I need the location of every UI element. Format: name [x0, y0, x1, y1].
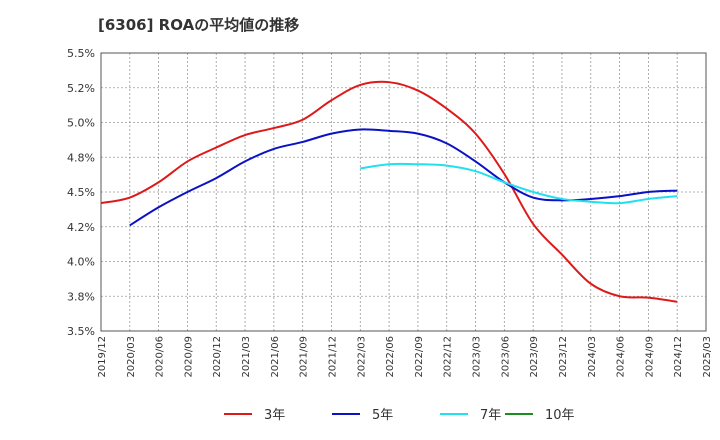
y-tick-label: 4.0% — [67, 256, 95, 269]
x-tick-label: 2020/09 — [183, 336, 194, 378]
x-tick-label: 2024/12 — [673, 336, 684, 378]
x-tick-label: 2023/03 — [472, 336, 483, 378]
x-tick-label: 2025/03 — [702, 336, 713, 378]
x-tick-label: 2021/06 — [270, 336, 281, 378]
x-tick-label: 2022/09 — [414, 336, 425, 378]
x-tick-label: 2019/12 — [97, 336, 108, 378]
x-tick-label: 2022/06 — [385, 336, 396, 378]
y-tick-label: 5.2% — [67, 82, 95, 95]
x-tick-label: 2021/12 — [327, 336, 338, 378]
y-axis: 5.5% 5.2% 5.0% 4.8% 4.5% 4.2% 4.0% 3.8% 3.5% — [67, 47, 95, 338]
series-lines — [100, 80, 678, 303]
legend-label: 3年 — [264, 408, 285, 423]
x-tick-label: 2021/09 — [299, 336, 310, 378]
x-tick-label: 2023/06 — [500, 336, 511, 378]
y-tick-label: 4.5% — [67, 186, 95, 199]
x-tick-label: 2024/03 — [587, 336, 598, 378]
y-tick-label: 4.2% — [67, 221, 95, 234]
x-tick-label: 2024/06 — [616, 336, 627, 378]
series-line-3 — [360, 162, 678, 205]
grid — [101, 53, 706, 331]
x-tick-label: 2023/12 — [558, 336, 569, 378]
legend-label: 5年 — [372, 408, 393, 423]
x-tick-label: 2020/12 — [212, 336, 223, 378]
y-tick-label: 4.8% — [67, 151, 95, 164]
y-tick-label: 3.5% — [67, 325, 95, 338]
y-tick-label: 3.8% — [67, 290, 95, 303]
legend-label: 10年 — [545, 408, 575, 423]
x-axis: 2019/12 2020/03 2020/06 2020/09 2020/12 2021/… — [97, 336, 713, 378]
x-tick-label: 2020/03 — [126, 336, 137, 378]
x-tick-label: 2022/03 — [356, 336, 367, 378]
chart-title: [6306] ROAの平均値の推移 — [98, 16, 300, 34]
plot-border — [100, 52, 707, 332]
legend-label: 7年 — [480, 408, 501, 423]
legend: 3年 5年 7年 10年 — [224, 408, 575, 423]
series-line-1 — [100, 80, 678, 303]
x-tick-label: 2024/09 — [644, 336, 655, 378]
x-tick-label: 2021/03 — [241, 336, 252, 378]
x-tick-label: 2022/12 — [443, 336, 454, 378]
x-tick-label: 2023/09 — [529, 336, 540, 378]
y-tick-label: 5.5% — [67, 47, 95, 60]
series-line-2 — [129, 128, 678, 227]
x-tick-label: 2020/06 — [155, 336, 166, 378]
y-tick-label: 5.0% — [67, 117, 95, 130]
